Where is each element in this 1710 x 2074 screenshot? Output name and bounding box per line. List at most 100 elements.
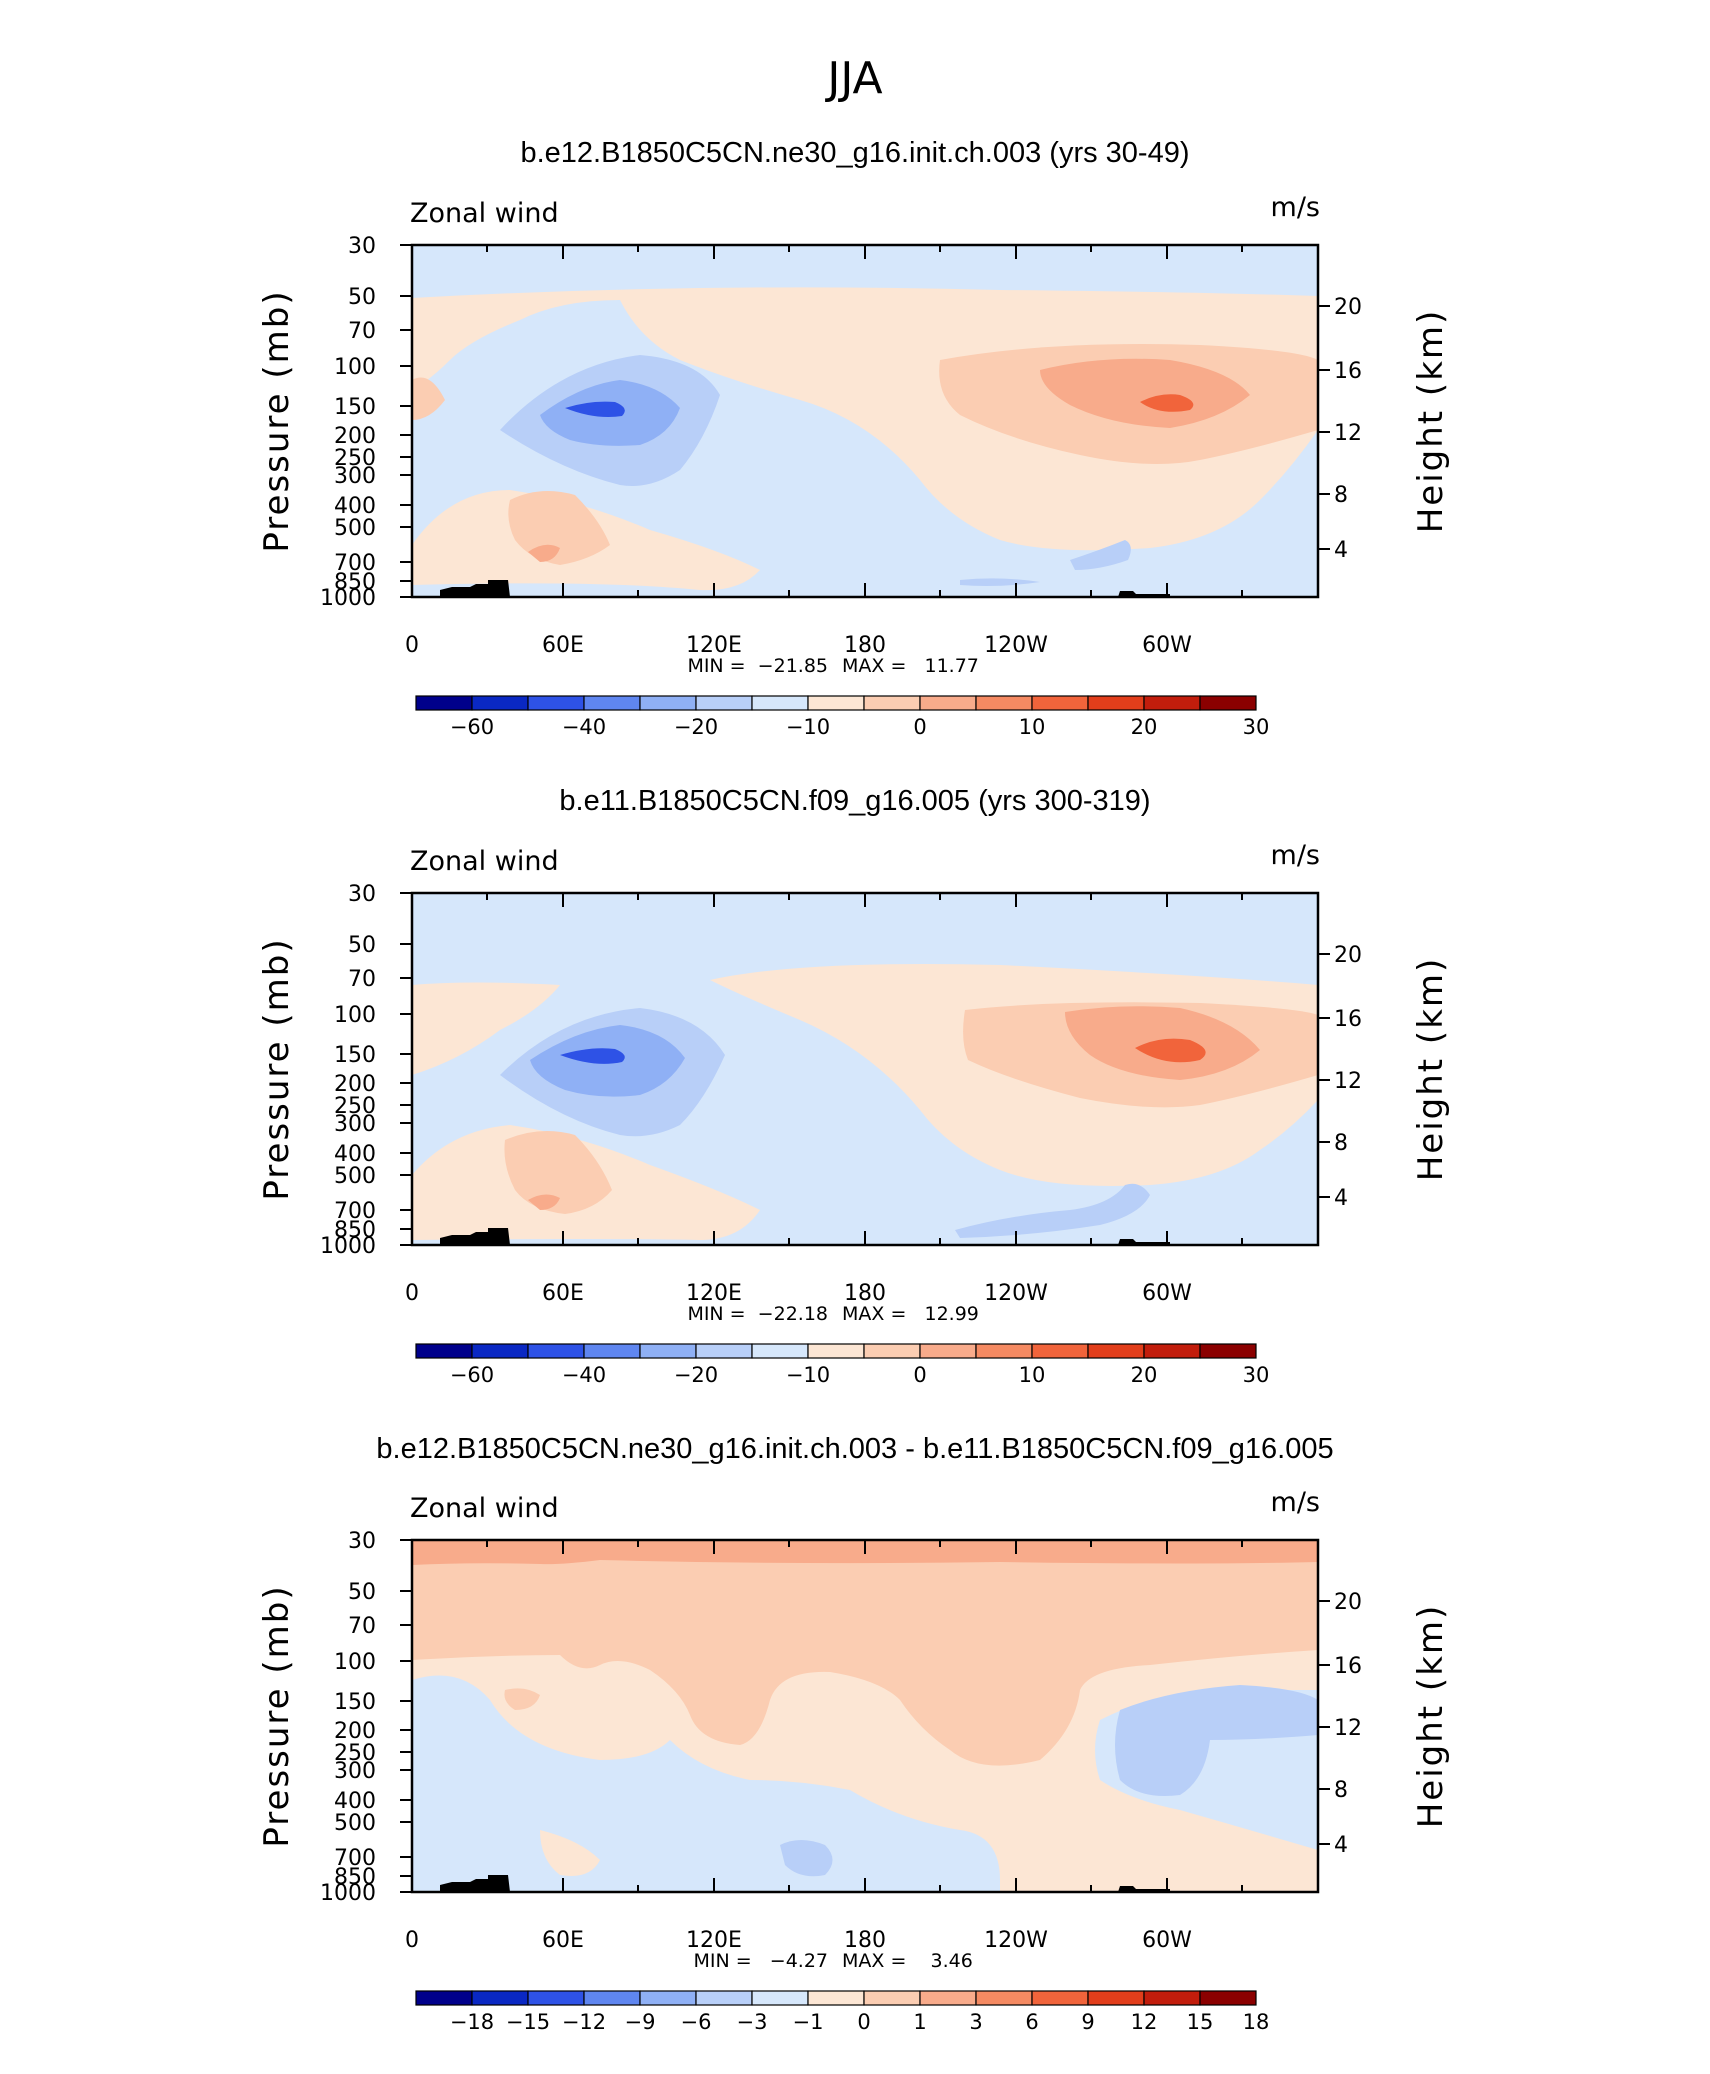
panel-2-htick: 16 [1334, 1007, 1362, 1032]
panel-1-colorbar-label: −40 [562, 715, 606, 739]
panel-2-ylabel-right: Height (km) [1411, 957, 1451, 1182]
panel-1-colorbar-label: −10 [786, 715, 830, 739]
panel-2-jet-red-core [1135, 1038, 1206, 1063]
panel-3-ytick: 850 [334, 1865, 376, 1890]
panel-1-xtick: 0 [405, 633, 419, 658]
panel-1-htick: 20 [1334, 295, 1362, 320]
colorbar-swatch [975, 1990, 1033, 2006]
panel-3-colorbar-label: −3 [737, 2010, 768, 2034]
panel-1-title: b.e12.B1850C5CN.ne30_g16.init.ch.003 (yr… [520, 137, 1189, 169]
panel-1: b.e12.B1850C5CN.ne30_g16.init.ch.003 (yr… [257, 137, 1451, 739]
panel-2-colorbar-label: 0 [913, 1363, 926, 1387]
panel-2-ylabel: Pressure (mb) [257, 937, 297, 1200]
panel-3-min-label: MIN = −4.27 [693, 1950, 828, 1972]
colorbar-swatch [751, 1990, 809, 2006]
colorbar-swatch [471, 695, 529, 711]
panel-2-colorbar-label: −10 [786, 1363, 830, 1387]
panel-2-colorbar-label: −60 [450, 1363, 494, 1387]
panel-3-units-label: m/s [1271, 1487, 1320, 1518]
panel-2-ytick: 100 [334, 1003, 376, 1028]
panel-2-west-positive [412, 982, 560, 1075]
panel-1-htick: 12 [1334, 421, 1362, 446]
panel-2-low-red-blob [504, 1131, 612, 1214]
colorbar-swatch [1031, 1990, 1089, 2006]
panel-1-x-tick-labels: 0 60E 120E 180 120W 60W [405, 633, 1192, 658]
panel-1-xtick: 120W [984, 633, 1048, 658]
panel-2-variable-label: Zonal wind [410, 846, 559, 877]
panel-2-htick: 20 [1334, 943, 1362, 968]
panel-2-xtick: 180 [844, 1281, 886, 1306]
panel-2-ytick: 400 [334, 1142, 376, 1167]
panel-1-xtick: 180 [844, 633, 886, 658]
panel-2-east-pacific-blue [955, 1183, 1150, 1238]
panel-3-ytick: 100 [334, 1650, 376, 1675]
panel-2-ytick: 700 [334, 1199, 376, 1224]
panel-3-htick: 16 [1334, 1654, 1362, 1679]
colorbar-swatch [527, 1990, 585, 2006]
colorbar-swatch [863, 1990, 921, 2006]
panel-2-jet-blue-core [560, 1048, 625, 1064]
panel-1-ytick: 700 [334, 551, 376, 576]
colorbar-swatch [807, 695, 865, 711]
panel-2-colorbar-label: 10 [1019, 1363, 1046, 1387]
panel-1-topography-andes [1118, 591, 1170, 597]
panel-2-colorbar-label: 20 [1131, 1363, 1158, 1387]
panel-3-colorbar-label: 15 [1187, 2010, 1214, 2034]
panel-3-ytick: 1000 [320, 1881, 376, 1906]
panel-2-x-tick-labels: 0 60E 120E 180 120W 60W [405, 1281, 1192, 1306]
panel-3-xtick: 0 [405, 1928, 419, 1953]
panel-3-colorbar-label: 6 [1025, 2010, 1038, 2034]
panel-3-xtick: 120E [686, 1928, 742, 1953]
panel-1-htick: 16 [1334, 359, 1362, 384]
panel-2-min-label: MIN = −22.18 [687, 1303, 828, 1325]
panel-1-ytick: 30 [348, 234, 376, 259]
colorbar-swatch [919, 1990, 977, 2006]
panel-1-ticks [400, 244, 1330, 598]
panel-3-ylabel-right: Height (km) [1411, 1604, 1451, 1829]
panel-1-low-red-blob [508, 491, 610, 565]
colorbar-swatch [1087, 695, 1145, 711]
panel-3-max-label: MAX = 3.46 [842, 1950, 973, 1972]
colorbar-swatch [415, 1990, 473, 2006]
panel-1-colorbar-label: 0 [913, 715, 926, 739]
panel-1-low-red-core [528, 544, 560, 562]
panel-3-colorbar-label: −6 [681, 2010, 712, 2034]
panel-1-ytick: 850 [334, 570, 376, 595]
panel-2-title: b.e11.B1850C5CN.f09_g16.005 (yrs 300-319… [559, 785, 1150, 817]
panel-2-ytick: 50 [348, 933, 376, 958]
colorbar-swatch [1199, 1343, 1257, 1359]
panel-3-topography [440, 1875, 510, 1892]
panel-3-ylabel: Pressure (mb) [257, 1584, 297, 1847]
panel-2-colorbar-labels: −60 −40 −20 −10 0 10 20 30 [450, 1363, 1270, 1387]
panel-2-colorbar-label: −20 [674, 1363, 718, 1387]
panel-2-units-label: m/s [1271, 840, 1320, 871]
panel-3-title: b.e12.B1850C5CN.ne30_g16.init.ch.003 - b… [376, 1433, 1333, 1465]
colorbar-swatch [471, 1343, 529, 1359]
panel-1-jet-red-mid [1040, 358, 1250, 428]
panel-3-ytick: 30 [348, 1529, 376, 1554]
panel-3-ytick: 250 [334, 1741, 376, 1766]
colorbar-swatch [639, 1990, 697, 2006]
panel-2-y-tick-labels: 30 50 70 100 150 200 250 300 400 500 700… [320, 882, 376, 1259]
panel-3-htick: 4 [1334, 1833, 1348, 1858]
panel-1-height-tick-labels: 20 16 12 8 4 [1334, 295, 1362, 563]
panel-3-colorbar-label: 18 [1243, 2010, 1270, 2034]
panel-1-variable-label: Zonal wind [410, 198, 559, 229]
panel-1-xtick: 60E [542, 633, 584, 658]
panel-3-ytick: 70 [348, 1614, 376, 1639]
panel-1-ytick: 100 [334, 355, 376, 380]
panel-3-upper-positive [412, 1540, 1318, 1766]
panel-2-xtick: 120W [984, 1281, 1048, 1306]
panel-1-pacific-blue-strip [960, 578, 1040, 586]
panel-2-ytick: 200 [334, 1072, 376, 1097]
panel-2-topography-andes [1118, 1239, 1170, 1245]
panel-1-ytick: 200 [334, 424, 376, 449]
panel-2-ticks [400, 892, 1330, 1246]
colorbar-swatch [1143, 1343, 1201, 1359]
panel-3-htick: 8 [1334, 1778, 1348, 1803]
panel-3-indian-positive [540, 1830, 600, 1876]
panel-2-colorbar [415, 1343, 1257, 1359]
panel-3-colorbar-label: −1 [793, 2010, 824, 2034]
panel-1-topography [440, 580, 510, 597]
